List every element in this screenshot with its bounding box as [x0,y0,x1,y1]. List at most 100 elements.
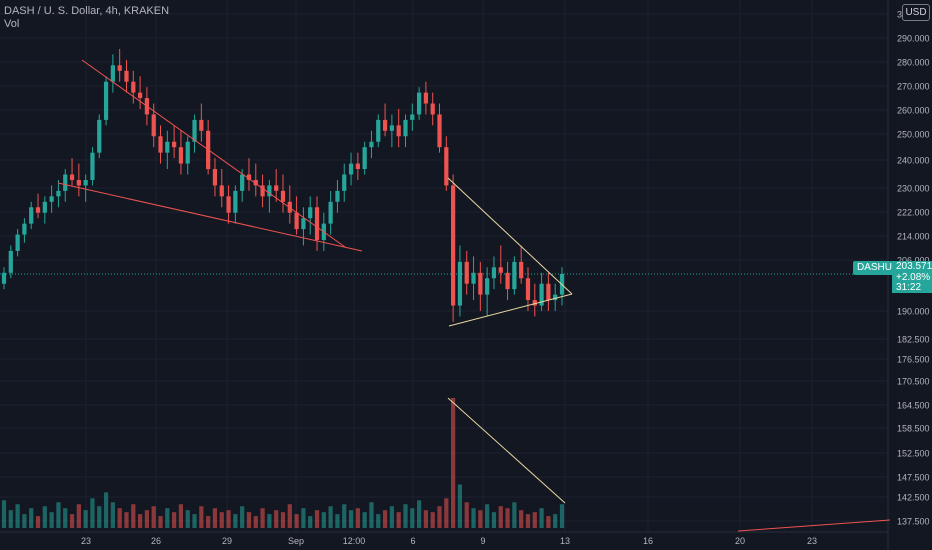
price-axis-label: 260.000 [897,106,930,116]
last-price-tag: 203.571 +2.08% 31:22 [892,261,932,293]
candle-body [219,185,224,197]
volume-bar [342,504,347,528]
time-axis-label: 23 [81,536,91,546]
price-axis-label: 170.500 [897,377,930,387]
volume-bar [83,510,88,528]
volume-bar [212,508,218,528]
price-axis-label: 206.000 [897,256,930,266]
candle-body [124,70,129,82]
volume-bar [532,512,537,528]
volume-bar [90,498,95,528]
volume-bar [165,508,170,528]
volume-bar [29,508,34,528]
currency-button[interactable]: USD [902,4,930,21]
candle-body [267,185,272,197]
volume-bar [525,514,531,528]
price-axis-label: 142.500 [897,493,930,503]
volume-bar [63,508,68,528]
candle-body [192,119,197,142]
price-axis-label: 214.000 [897,232,930,242]
candle-body [1,272,7,284]
candle-body [532,300,537,306]
candle-body [83,179,88,186]
volume-bar [485,504,490,528]
candle-body [457,261,463,306]
volume-bar [185,510,190,528]
candle-body [233,190,238,213]
candle-body [410,114,415,120]
volume-bar [314,510,320,528]
volume-bar [240,506,245,528]
volume-bar [206,516,211,528]
candle-body [185,141,190,164]
volume-bar [308,516,313,528]
price-axis-label: 222.000 [897,208,930,218]
trendline [57,182,363,252]
candle-body [464,261,469,284]
volume-bar [396,512,401,528]
volume-bar [124,512,129,528]
candle-body [376,119,381,142]
price-axis-label: 240.000 [897,156,930,166]
volume-bar [335,514,340,528]
volume-bar [233,514,238,528]
candle-body [485,278,490,295]
volume-bar [110,502,115,528]
price-axis-label: 147.500 [897,473,930,483]
last-price-value: 203.571 [896,261,932,272]
volume-bar [369,502,374,528]
volume-bar [8,510,13,528]
candle-body [151,114,156,137]
volume-bar [246,512,252,528]
candle-body [131,81,136,93]
candle-body [8,250,13,273]
candle-body [553,294,558,301]
volume-bar [376,514,381,528]
volume-bar [505,508,510,528]
candle-body [437,114,442,148]
candle-body [546,283,551,301]
candle-body [478,272,483,295]
candle-body [274,185,279,191]
price-axis-label: 176.500 [897,355,930,365]
volume-bar [1,500,7,528]
candle-body [355,163,360,170]
volume-bar [151,506,156,528]
candle-body [519,261,524,279]
volume-bar [103,492,109,528]
volume-bar [97,506,102,528]
volume-bar [56,502,61,528]
candle-body [15,234,20,251]
time-axis-label: 9 [480,536,485,546]
price-axis-label: 182.500 [897,335,930,345]
candle-body [199,119,204,131]
volume-bar [328,506,333,528]
candle-body [226,196,231,213]
volume-bar [362,512,367,528]
candle-body [178,147,184,164]
volume-bar [287,504,292,528]
price-axis-label: 152.500 [897,449,930,459]
candle-body [308,207,313,219]
trendline [448,293,573,327]
volume-bar [280,512,286,528]
volume-bar [226,510,231,528]
candle-body [423,92,429,104]
candle-body [69,174,75,180]
candle-body [348,163,354,175]
trendline [737,519,891,532]
volume-bar [219,512,224,528]
candle-body [471,272,476,284]
candle-body [362,147,367,170]
candle-body [158,136,163,153]
candle-body [165,141,170,153]
time-axis-label: Sep [288,536,304,546]
price-change: +2.08% [896,271,931,283]
candle-body [29,207,34,224]
volume-bar [430,512,435,528]
candle-body [90,152,95,180]
bar-countdown: 31:22 [896,282,922,293]
time-axis-label: 16 [643,536,653,546]
price-axis-label: 230.000 [897,184,930,194]
